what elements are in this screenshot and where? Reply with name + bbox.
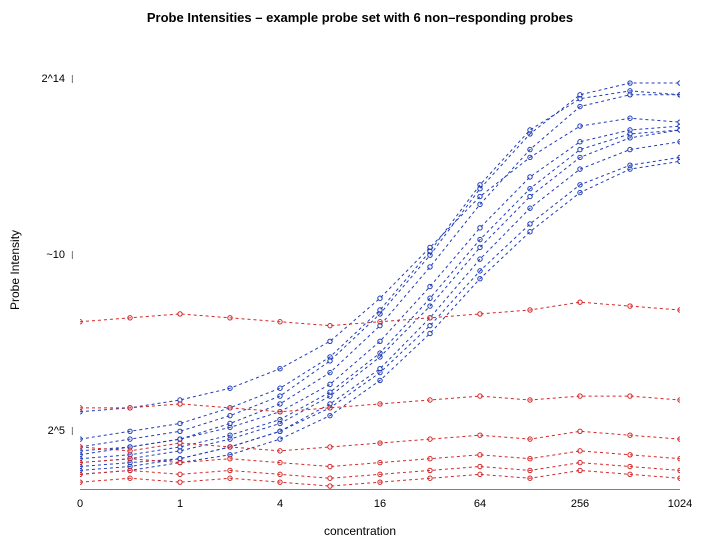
series-marker bbox=[428, 323, 432, 327]
series-marker bbox=[428, 284, 432, 288]
series-line bbox=[80, 83, 680, 447]
series-marker bbox=[328, 382, 332, 386]
series-marker bbox=[528, 175, 532, 179]
series-marker bbox=[478, 194, 482, 198]
series-line bbox=[80, 130, 680, 459]
series-marker bbox=[528, 194, 532, 198]
series-line bbox=[80, 396, 680, 412]
series-marker bbox=[278, 437, 282, 441]
series-marker bbox=[428, 265, 432, 269]
series-marker bbox=[378, 339, 382, 343]
series-marker bbox=[528, 222, 532, 226]
series-marker bbox=[678, 81, 680, 85]
y-tick-label: 2^5 bbox=[25, 425, 65, 437]
series-marker bbox=[328, 339, 332, 343]
chart-container: Probe Intensities – example probe set wi… bbox=[0, 0, 720, 540]
y-tick-label: ~10 bbox=[25, 249, 65, 261]
x-tick-label: 64 bbox=[474, 498, 486, 510]
y-axis-label: Probe Intensity bbox=[8, 0, 22, 540]
series-marker bbox=[478, 257, 482, 261]
series-marker bbox=[578, 167, 582, 171]
series-marker bbox=[428, 331, 432, 335]
chart-svg bbox=[80, 40, 680, 490]
series-line bbox=[80, 118, 680, 411]
x-tick-label: 256 bbox=[571, 498, 589, 510]
series-line bbox=[80, 470, 680, 486]
series-marker bbox=[278, 394, 282, 398]
series-marker bbox=[378, 296, 382, 300]
x-tick-label: 4 bbox=[277, 498, 283, 510]
series-marker bbox=[478, 226, 482, 230]
x-axis-label: concentration bbox=[0, 524, 720, 538]
series-marker bbox=[428, 296, 432, 300]
series-line bbox=[80, 91, 680, 439]
series-line bbox=[80, 142, 680, 471]
series-marker bbox=[478, 245, 482, 249]
chart-title: Probe Intensities – example probe set wi… bbox=[0, 10, 720, 25]
x-tick-label: 1024 bbox=[668, 498, 692, 510]
series-line bbox=[80, 95, 680, 455]
y-tick-label: 2^14 bbox=[25, 73, 65, 85]
series-line bbox=[80, 161, 680, 474]
plot-area: 014166425610242^5—~10—2^14— bbox=[80, 40, 680, 490]
series-marker bbox=[278, 402, 282, 406]
x-tick-label: 0 bbox=[77, 498, 83, 510]
series-marker bbox=[528, 230, 532, 234]
series-marker bbox=[278, 386, 282, 390]
x-tick-label: 1 bbox=[177, 498, 183, 510]
x-tick-label: 16 bbox=[374, 498, 386, 510]
